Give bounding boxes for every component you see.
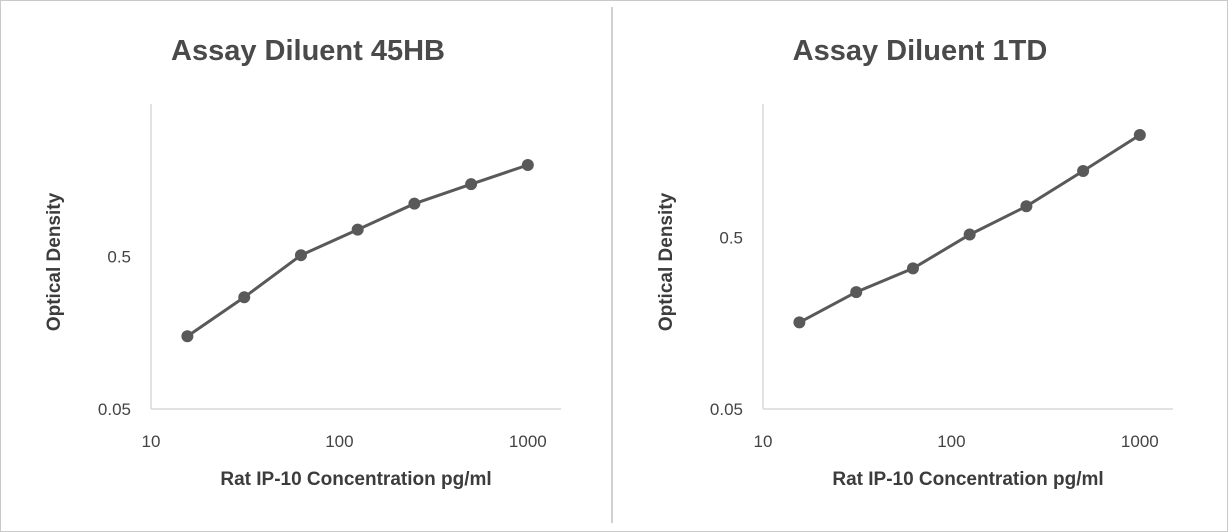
chart-title: Assay Diluent 45HB <box>171 35 445 67</box>
chart-1td: Assay Diluent 1TD 0.05 0.5 10 100 1000 Rat IP-… <box>656 35 1173 490</box>
y-tick-label: 0.05 <box>710 400 743 419</box>
data-point <box>294 249 307 262</box>
x-tick-label: 10 <box>142 432 161 451</box>
data-point <box>351 223 364 236</box>
chart-panel-2: Assay Diluent 1TD 0.05 0.5 10 100 1000 Rat IP-… <box>617 7 1223 523</box>
data-point <box>793 316 806 329</box>
data-point <box>963 228 976 241</box>
y-tick-label: 0.05 <box>98 400 131 419</box>
data-point <box>408 197 421 210</box>
x-tick-label: 100 <box>325 432 353 451</box>
data-point <box>1133 128 1146 141</box>
y-tick-label: 0.5 <box>719 228 743 247</box>
x-tick-label: 10 <box>754 432 773 451</box>
data-point <box>1077 165 1090 178</box>
x-tick-label: 1000 <box>509 432 547 451</box>
data-point <box>181 330 194 343</box>
data-point <box>521 159 534 172</box>
x-tick-label: 1000 <box>1121 432 1159 451</box>
series-line <box>186 163 529 338</box>
x-axis-label: Rat IP-10 Concentration pg/ml <box>220 469 491 490</box>
data-point <box>1020 200 1033 213</box>
y-axis-label: Optical Density <box>656 192 677 331</box>
data-point <box>906 262 919 275</box>
y-tick-label: 0.5 <box>107 248 131 267</box>
data-point <box>850 286 863 299</box>
data-point <box>465 178 478 191</box>
data-point <box>238 291 251 304</box>
chart-45hb: Assay Diluent 45HB 0.05 0.5 10 100 1000 Rat IP… <box>44 35 561 490</box>
x-axis-label: Rat IP-10 Concentration pg/ml <box>832 469 1103 490</box>
chart-panel-1: Assay Diluent 45HB 0.05 0.5 10 100 1000 Rat IP… <box>5 7 613 523</box>
y-axis-label: Optical Density <box>44 192 65 331</box>
chart-title: Assay Diluent 1TD <box>793 35 1048 67</box>
x-tick-label: 100 <box>937 432 965 451</box>
